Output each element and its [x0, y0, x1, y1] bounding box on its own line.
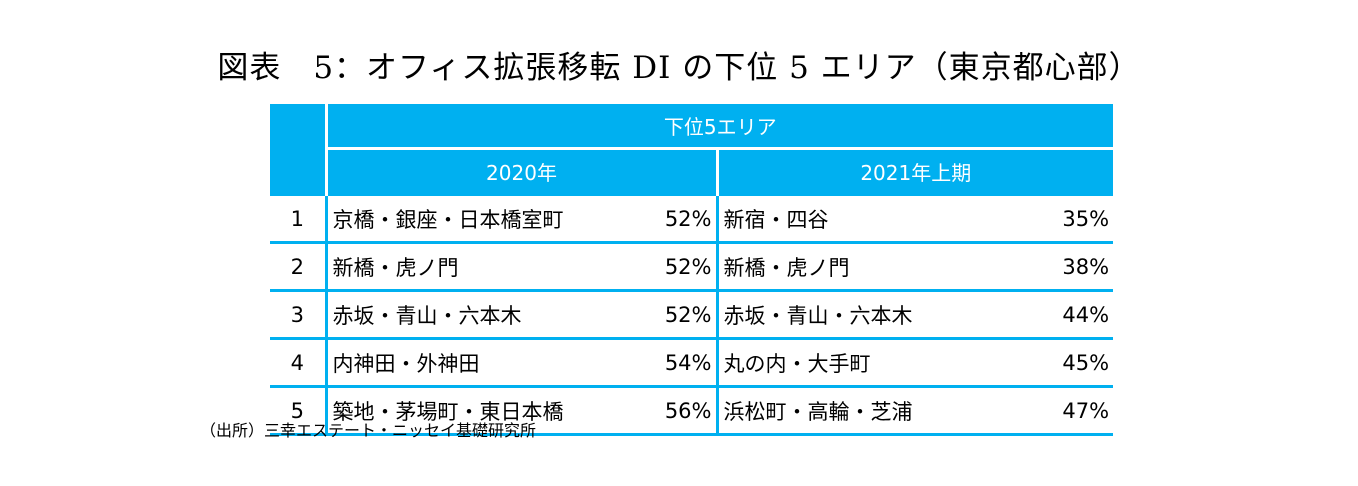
pct-2020-cell: 54% — [657, 337, 719, 387]
pct-2020-cell: 52% — [657, 289, 719, 339]
rank-cell: 3 — [270, 289, 328, 339]
pct-2021-cell: 38% — [1048, 241, 1114, 291]
figure-title: 図表 5：オフィス拡張移転 DI の下位 5 エリア（東京都心部） — [217, 50, 1141, 86]
table-row: 4 内神田・外神田 54% 丸の内・大手町 45% — [270, 337, 1114, 387]
bottom-five-areas-table: 下位5エリア 2020年 2021年上期 1 京橋・銀座・日本橋室町 52% 新… — [270, 104, 1114, 436]
table-row: 3 赤坂・青山・六本木 52% 赤坂・青山・六本木 44% — [270, 289, 1114, 339]
area-2020-cell: 赤坂・青山・六本木 — [326, 289, 657, 339]
area-2020-cell: 京橋・銀座・日本橋室町 — [326, 193, 657, 243]
pct-2021-cell: 45% — [1048, 337, 1114, 387]
table-row: 1 京橋・銀座・日本橋室町 52% 新宿・四谷 35% — [270, 193, 1114, 243]
pct-2020-cell: 52% — [657, 241, 719, 291]
area-2021-cell: 丸の内・大手町 — [717, 337, 1048, 387]
table-header-row: 下位5エリア — [270, 104, 1114, 195]
header-corner-cell — [270, 104, 328, 195]
pct-2020-cell: 52% — [657, 193, 719, 243]
area-2020-cell: 新橋・虎ノ門 — [326, 241, 657, 291]
table-row: 5 築地・茅場町・東日本橋 56% 浜松町・高輪・芝浦 47% — [270, 385, 1114, 436]
rank-cell: 2 — [270, 241, 328, 291]
pct-2020-cell: 56% — [657, 385, 719, 436]
area-2020-cell: 内神田・外神田 — [326, 337, 657, 387]
rank-cell: 4 — [270, 337, 328, 387]
area-2021-cell: 新橋・虎ノ門 — [717, 241, 1048, 291]
rank-cell: 5 — [270, 385, 328, 436]
source-note: （出所）三幸エステート・ニッセイ基礎研究所 — [200, 421, 537, 440]
period-header-2020: 2020年 — [326, 148, 719, 195]
pct-2021-cell: 44% — [1048, 289, 1114, 339]
area-2021-cell: 新宿・四谷 — [717, 193, 1048, 243]
area-2020-cell: 築地・茅場町・東日本橋 — [326, 385, 657, 436]
rank-cell: 1 — [270, 193, 328, 243]
period-header-row: 2020年 2021年上期 — [270, 148, 1114, 195]
period-header-2021h1: 2021年上期 — [717, 148, 1114, 195]
pct-2021-cell: 47% — [1048, 385, 1114, 436]
group-header: 下位5エリア — [326, 104, 1114, 150]
pct-2021-cell: 35% — [1048, 193, 1114, 243]
area-2021-cell: 浜松町・高輪・芝浦 — [717, 385, 1048, 436]
table-row: 2 新橋・虎ノ門 52% 新橋・虎ノ門 38% — [270, 241, 1114, 291]
area-2021-cell: 赤坂・青山・六本木 — [717, 289, 1048, 339]
